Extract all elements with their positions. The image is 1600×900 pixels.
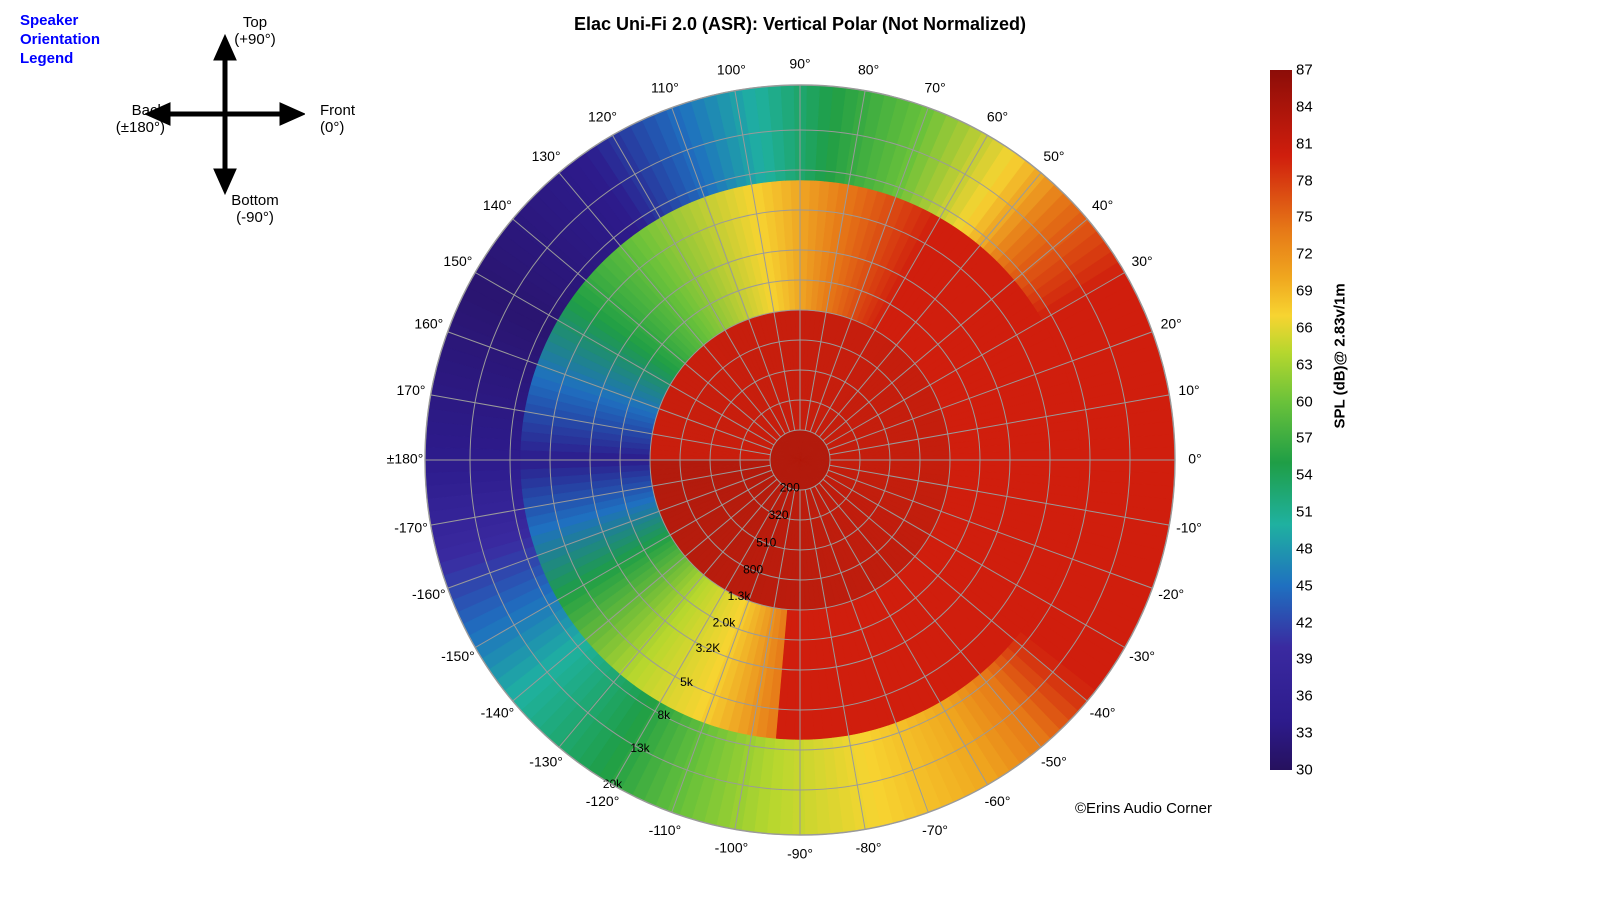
angle-label: 20° <box>1161 316 1182 332</box>
angle-label: -50° <box>1041 753 1067 769</box>
legend-top-value: (+90°) <box>195 31 315 48</box>
angle-label: 150° <box>443 253 472 269</box>
colorbar-tick: 45 <box>1296 577 1313 594</box>
angle-label: 100° <box>717 62 746 78</box>
angle-label: -60° <box>985 793 1011 809</box>
colorbar-tick: 87 <box>1296 62 1313 79</box>
legend-top-label: Top <box>195 14 315 31</box>
angle-label: -150° <box>441 648 475 664</box>
polar-chart: 0° 10° 20° 30° 40° 50° 60° 70° 80° 90° 100° 110° 120… <box>380 40 1220 880</box>
legend-title-line3: Legend <box>20 50 73 67</box>
angle-label: 0° <box>1188 451 1201 467</box>
angle-label: 10° <box>1178 382 1199 398</box>
angle-label: 30° <box>1131 253 1152 269</box>
freq-label: 2.0k <box>713 615 737 629</box>
angle-label: 120° <box>588 109 617 125</box>
colorbar-gradient <box>1270 70 1292 770</box>
angle-label: -40° <box>1090 705 1116 721</box>
angle-label: -90° <box>787 846 813 862</box>
angle-label: 160° <box>414 316 443 332</box>
page-root: Elac Uni-Fi 2.0 (ASR): Vertical Polar (N… <box>0 0 1600 900</box>
colorbar-tick: 54 <box>1296 467 1313 484</box>
angle-label: ±180° <box>387 451 424 467</box>
angle-label: 110° <box>651 80 679 96</box>
angle-label: 50° <box>1043 148 1064 164</box>
angle-label: 70° <box>925 80 946 96</box>
freq-label: 5k <box>680 675 694 689</box>
legend-back-value: (±180°) <box>75 119 165 136</box>
angle-label: 130° <box>532 148 561 164</box>
legend-title-line1: Speaker <box>20 12 78 29</box>
colorbar-label: SPL (dB)@ 2.83v/1m <box>1332 283 1349 428</box>
angle-label: -30° <box>1129 648 1155 664</box>
legend-back: Back (±180°) <box>75 102 165 136</box>
colorbar-tick: 36 <box>1296 688 1313 705</box>
angle-label: -170° <box>394 519 428 535</box>
angle-label: -110° <box>649 822 682 838</box>
colorbar-tick: 69 <box>1296 283 1313 300</box>
legend-title-line2: Orientation <box>20 31 100 48</box>
legend-block: Speaker Orientation Legend Top (+90°) Bo… <box>20 12 350 242</box>
angle-label: 170° <box>397 382 426 398</box>
colorbar-tick: 39 <box>1296 651 1313 668</box>
colorbar-tick: 57 <box>1296 430 1313 447</box>
colorbar: 87 84 81 78 75 72 69 66 63 60 57 54 51 48 45 42 39 36 33 30… <box>1270 60 1380 780</box>
angle-label: -80° <box>856 840 882 856</box>
angle-label: -160° <box>412 586 446 602</box>
colorbar-tick: 30 <box>1296 762 1313 779</box>
colorbar-tick: 78 <box>1296 172 1313 189</box>
colorbar-tick: 81 <box>1296 135 1313 152</box>
colorbar-tick: 48 <box>1296 540 1313 557</box>
freq-label: 8k <box>658 708 672 722</box>
angle-label: -70° <box>922 822 948 838</box>
freq-label: 510 <box>756 536 776 550</box>
colorbar-tick: 33 <box>1296 725 1313 742</box>
freq-label: 320 <box>768 508 788 522</box>
colorbar-tick: 84 <box>1296 98 1313 115</box>
angle-label: -100° <box>715 840 749 856</box>
angle-label: 80° <box>858 62 879 78</box>
colorbar-tick: 63 <box>1296 356 1313 373</box>
legend-back-label: Back <box>75 102 165 119</box>
legend-bottom-label: Bottom <box>195 192 315 209</box>
compass-arrows <box>145 22 305 202</box>
angle-label: 60° <box>987 109 1008 125</box>
freq-label: 200 <box>780 480 800 494</box>
angle-label: -20° <box>1158 586 1184 602</box>
colorbar-tick: 60 <box>1296 393 1313 410</box>
angle-label: 90° <box>789 56 810 72</box>
angle-label: -10° <box>1176 519 1202 535</box>
colorbar-tick: 66 <box>1296 319 1313 336</box>
angle-label: 40° <box>1092 197 1113 213</box>
angle-label: -130° <box>529 753 563 769</box>
legend-bottom: Bottom (-90°) <box>195 192 315 226</box>
colorbar-tick: 72 <box>1296 246 1313 263</box>
angle-label: -140° <box>481 705 515 721</box>
legend-top: Top (+90°) <box>195 14 315 48</box>
credit-text: ©Erins Audio Corner <box>1075 800 1212 817</box>
freq-label: 800 <box>743 563 763 577</box>
colorbar-tick: 75 <box>1296 209 1313 226</box>
legend-bottom-value: (-90°) <box>195 209 315 226</box>
colorbar-tick: 42 <box>1296 614 1313 631</box>
angle-label: -120° <box>586 793 620 809</box>
freq-label: 3.2K <box>696 641 721 655</box>
colorbar-tick: 51 <box>1296 504 1313 521</box>
angle-label: 140° <box>483 197 512 213</box>
freq-label: 13k <box>630 741 650 755</box>
freq-label: 1.3k <box>728 589 752 603</box>
